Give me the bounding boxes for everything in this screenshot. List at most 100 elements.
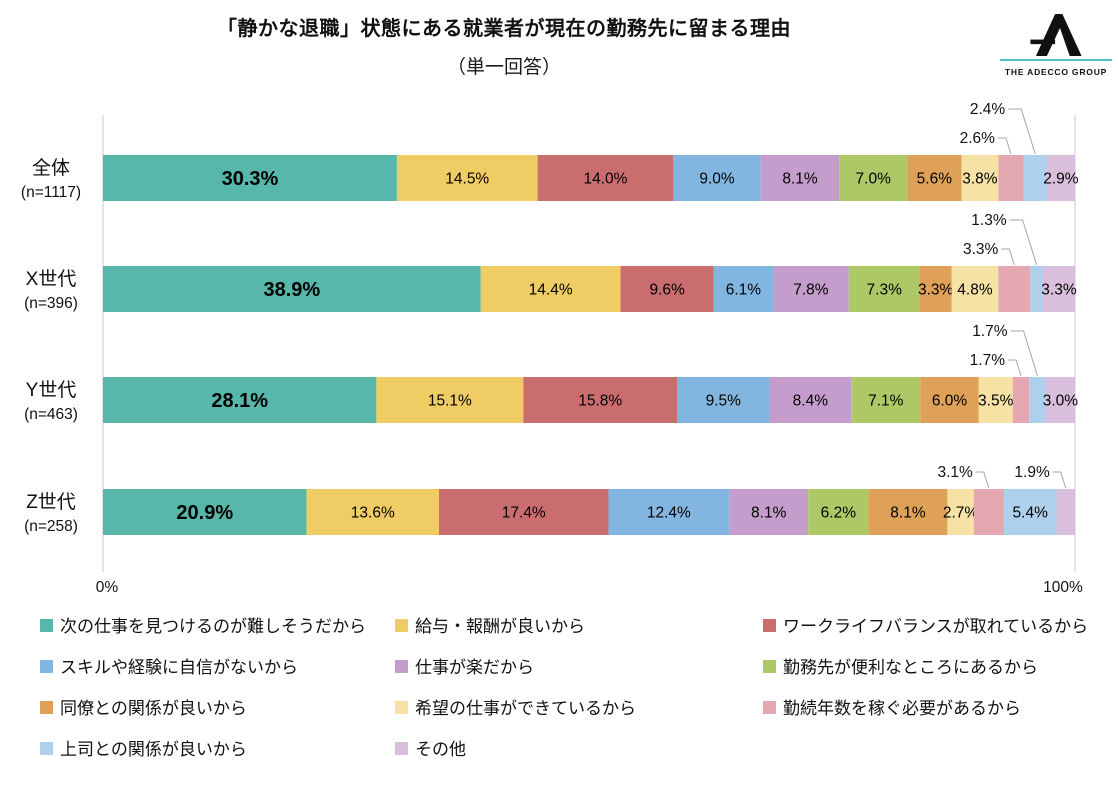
- adecco-logo: THE ADECCO GROUP: [1000, 14, 1112, 77]
- bar-segment: [973, 489, 1004, 535]
- bar-segment: [961, 155, 999, 201]
- callout-line: [997, 137, 1012, 155]
- segment-label: 3.0%: [1043, 393, 1079, 410]
- legend-item: 勤続年数を稼ぐ必要があるから: [763, 698, 1104, 720]
- bar-segment: [729, 489, 809, 535]
- segment-label: 13.6%: [351, 505, 395, 522]
- row-label: 全体: [32, 157, 70, 179]
- logo-brand-text: THE ADECCO GROUP: [1004, 67, 1108, 77]
- bar-segment: [998, 155, 1024, 201]
- bar-segment: [919, 266, 952, 312]
- legend-label: 勤務先が便利なところにあるから: [783, 658, 1038, 678]
- segment-label: 5.6%: [917, 171, 953, 188]
- legend-item: 勤務先が便利なところにあるから: [763, 657, 1104, 679]
- segment-label: 2.9%: [1043, 171, 1079, 188]
- bar-segment: [773, 266, 849, 312]
- segment-label: 2.7%: [943, 505, 979, 522]
- bar-segment: [376, 377, 524, 423]
- bar-segment: [523, 377, 678, 423]
- bar-segment: [1012, 377, 1030, 423]
- legend-label: ワークライフバランスが取れているから: [783, 617, 1089, 636]
- bar-segment: [306, 489, 440, 535]
- x-axis-label-min: 0%: [96, 579, 119, 596]
- chart-legend: 次の仕事を見つけるのが難しそうだから 給与・報酬が良いから ワークライフバランスが取…: [40, 616, 1104, 761]
- callout-line: [1008, 359, 1022, 377]
- bar-segment: [713, 266, 774, 312]
- legend-item: 希望の仕事ができているから: [395, 698, 763, 720]
- legend-swatch-icon: [763, 660, 776, 674]
- callout-label: 1.7%: [972, 323, 1008, 340]
- adecco-a-icon: [1030, 14, 1082, 56]
- bar-segment: [947, 489, 974, 535]
- legend-label: その他: [415, 740, 466, 760]
- bar-segment: [868, 489, 948, 535]
- bar-segment: [978, 377, 1013, 423]
- segment-label: 14.5%: [445, 171, 489, 188]
- bar-segment: [608, 489, 730, 535]
- legend-label: 次の仕事を見つけるのが難しそうだから: [60, 617, 366, 636]
- legend-label: 上司との関係が良いから: [60, 740, 247, 760]
- bar-segment: [677, 377, 770, 423]
- callout-line: [1008, 108, 1036, 155]
- bar-segment: [1023, 155, 1047, 201]
- segment-label: 5.4%: [1013, 505, 1049, 522]
- logo-divider: [1000, 59, 1112, 61]
- segment-label: 8.4%: [793, 393, 829, 410]
- legend-swatch-icon: [40, 701, 53, 715]
- segment-label: 15.8%: [578, 393, 622, 410]
- callout-label: 2.4%: [970, 101, 1006, 118]
- segment-label: 15.1%: [428, 393, 472, 410]
- segment-label: 30.3%: [222, 168, 279, 190]
- callout-line: [1010, 330, 1039, 377]
- bar-segment: [848, 266, 920, 312]
- row-n-label: (n=463): [24, 406, 78, 423]
- bar-segment: [396, 155, 538, 201]
- segment-label: 6.1%: [726, 282, 762, 299]
- segment-label: 3.5%: [978, 393, 1014, 410]
- legend-label: 仕事が楽だから: [415, 658, 534, 678]
- legend-item: 上司との関係が良いから: [40, 739, 395, 761]
- segment-label: 14.0%: [584, 171, 628, 188]
- row-n-label: (n=1117): [21, 184, 81, 201]
- legend-swatch-icon: [40, 742, 53, 756]
- row-label: Z世代: [26, 491, 76, 513]
- legend-swatch-icon: [40, 619, 53, 632]
- legend-label: 同僚との関係が良いから: [60, 699, 247, 719]
- bar-segment: [673, 155, 761, 201]
- legend-item: 給与・報酬が良いから: [395, 616, 763, 638]
- bar-segment: [769, 377, 852, 423]
- bar-segment: [1029, 377, 1046, 423]
- legend-label: 希望の仕事ができているから: [415, 699, 636, 719]
- segment-label: 9.0%: [699, 171, 735, 188]
- legend-swatch-icon: [395, 660, 408, 674]
- chart-title: 「静かな退職」状態にある就業者が現在の勤務先に留まる理由: [217, 18, 791, 40]
- chart-subtitle: （単一回答）: [446, 57, 561, 78]
- legend-item: ワークライフバランスが取れているから: [763, 616, 1104, 638]
- row-label: X世代: [26, 268, 77, 290]
- bar-segment: [480, 266, 621, 312]
- segment-label: 38.9%: [264, 279, 321, 301]
- callout-label: 3.3%: [963, 241, 999, 258]
- legend-swatch-icon: [763, 619, 776, 632]
- bar-segment: [1045, 377, 1075, 423]
- bar-segment: [1030, 266, 1043, 312]
- segment-label: 9.6%: [649, 282, 685, 299]
- legend-item: その他: [395, 739, 763, 761]
- callout-label: 1.3%: [971, 212, 1007, 229]
- bar-segment: [439, 489, 609, 535]
- bar-segment: [851, 377, 921, 423]
- segment-label: 9.5%: [706, 393, 742, 410]
- bar-segment: [103, 266, 481, 312]
- segment-label: 20.9%: [176, 502, 233, 524]
- row-n-label: (n=258): [24, 518, 78, 535]
- callout-line: [975, 471, 990, 489]
- callout-label: 1.7%: [970, 352, 1006, 369]
- legend-item: 同僚との関係が良いから: [40, 698, 395, 720]
- bar-segment: [920, 377, 979, 423]
- legend-swatch-icon: [395, 742, 408, 756]
- segment-label: 8.1%: [751, 505, 787, 522]
- bar-segment: [1042, 266, 1075, 312]
- row-n-label: (n=396): [24, 295, 78, 312]
- bar-segment: [1056, 489, 1075, 535]
